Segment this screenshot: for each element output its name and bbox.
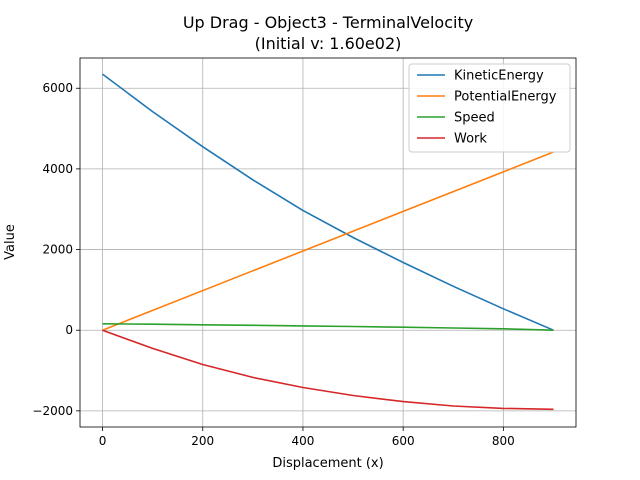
x-tick-label: 800 — [492, 434, 515, 448]
y-axis-label: Value — [3, 224, 18, 260]
legend-label: Speed — [454, 111, 495, 126]
series-lines — [102, 73, 554, 411]
series-line-kineticenergy — [102, 73, 554, 331]
y-tick-label: 6000 — [42, 81, 73, 95]
y-tick-label: −2000 — [32, 404, 73, 418]
legend: KineticEnergy PotentialEnergy Speed Work — [408, 63, 571, 153]
series-line-work — [102, 329, 554, 411]
plot-area-frame — [79, 57, 577, 428]
x-tick-label: 0 — [99, 434, 107, 448]
y-tick-label: 2000 — [42, 243, 73, 257]
x-tick-label: 400 — [291, 434, 314, 448]
legend-box — [408, 63, 571, 153]
legend-label: KineticEnergy — [454, 69, 544, 84]
legend-label: Work — [454, 132, 487, 147]
x-tick-label: 600 — [392, 434, 415, 448]
axis-ticks: 0 200 400 600 800 −2000 0 2000 4000 6000 — [32, 81, 514, 448]
chart-title-line2: (Initial v: 1.60e02) — [255, 34, 402, 53]
series-line-potentialenergy — [102, 151, 554, 331]
chart-title-line1: Up Drag - Object3 - TerminalVelocity — [183, 13, 473, 32]
y-tick-label: 4000 — [42, 162, 73, 176]
x-tick-label: 200 — [191, 434, 214, 448]
series-line-speed — [102, 323, 554, 331]
legend-label: PotentialEnergy — [454, 90, 557, 105]
y-tick-label: 0 — [65, 323, 73, 337]
x-axis-label: Displacement (x) — [272, 456, 383, 471]
